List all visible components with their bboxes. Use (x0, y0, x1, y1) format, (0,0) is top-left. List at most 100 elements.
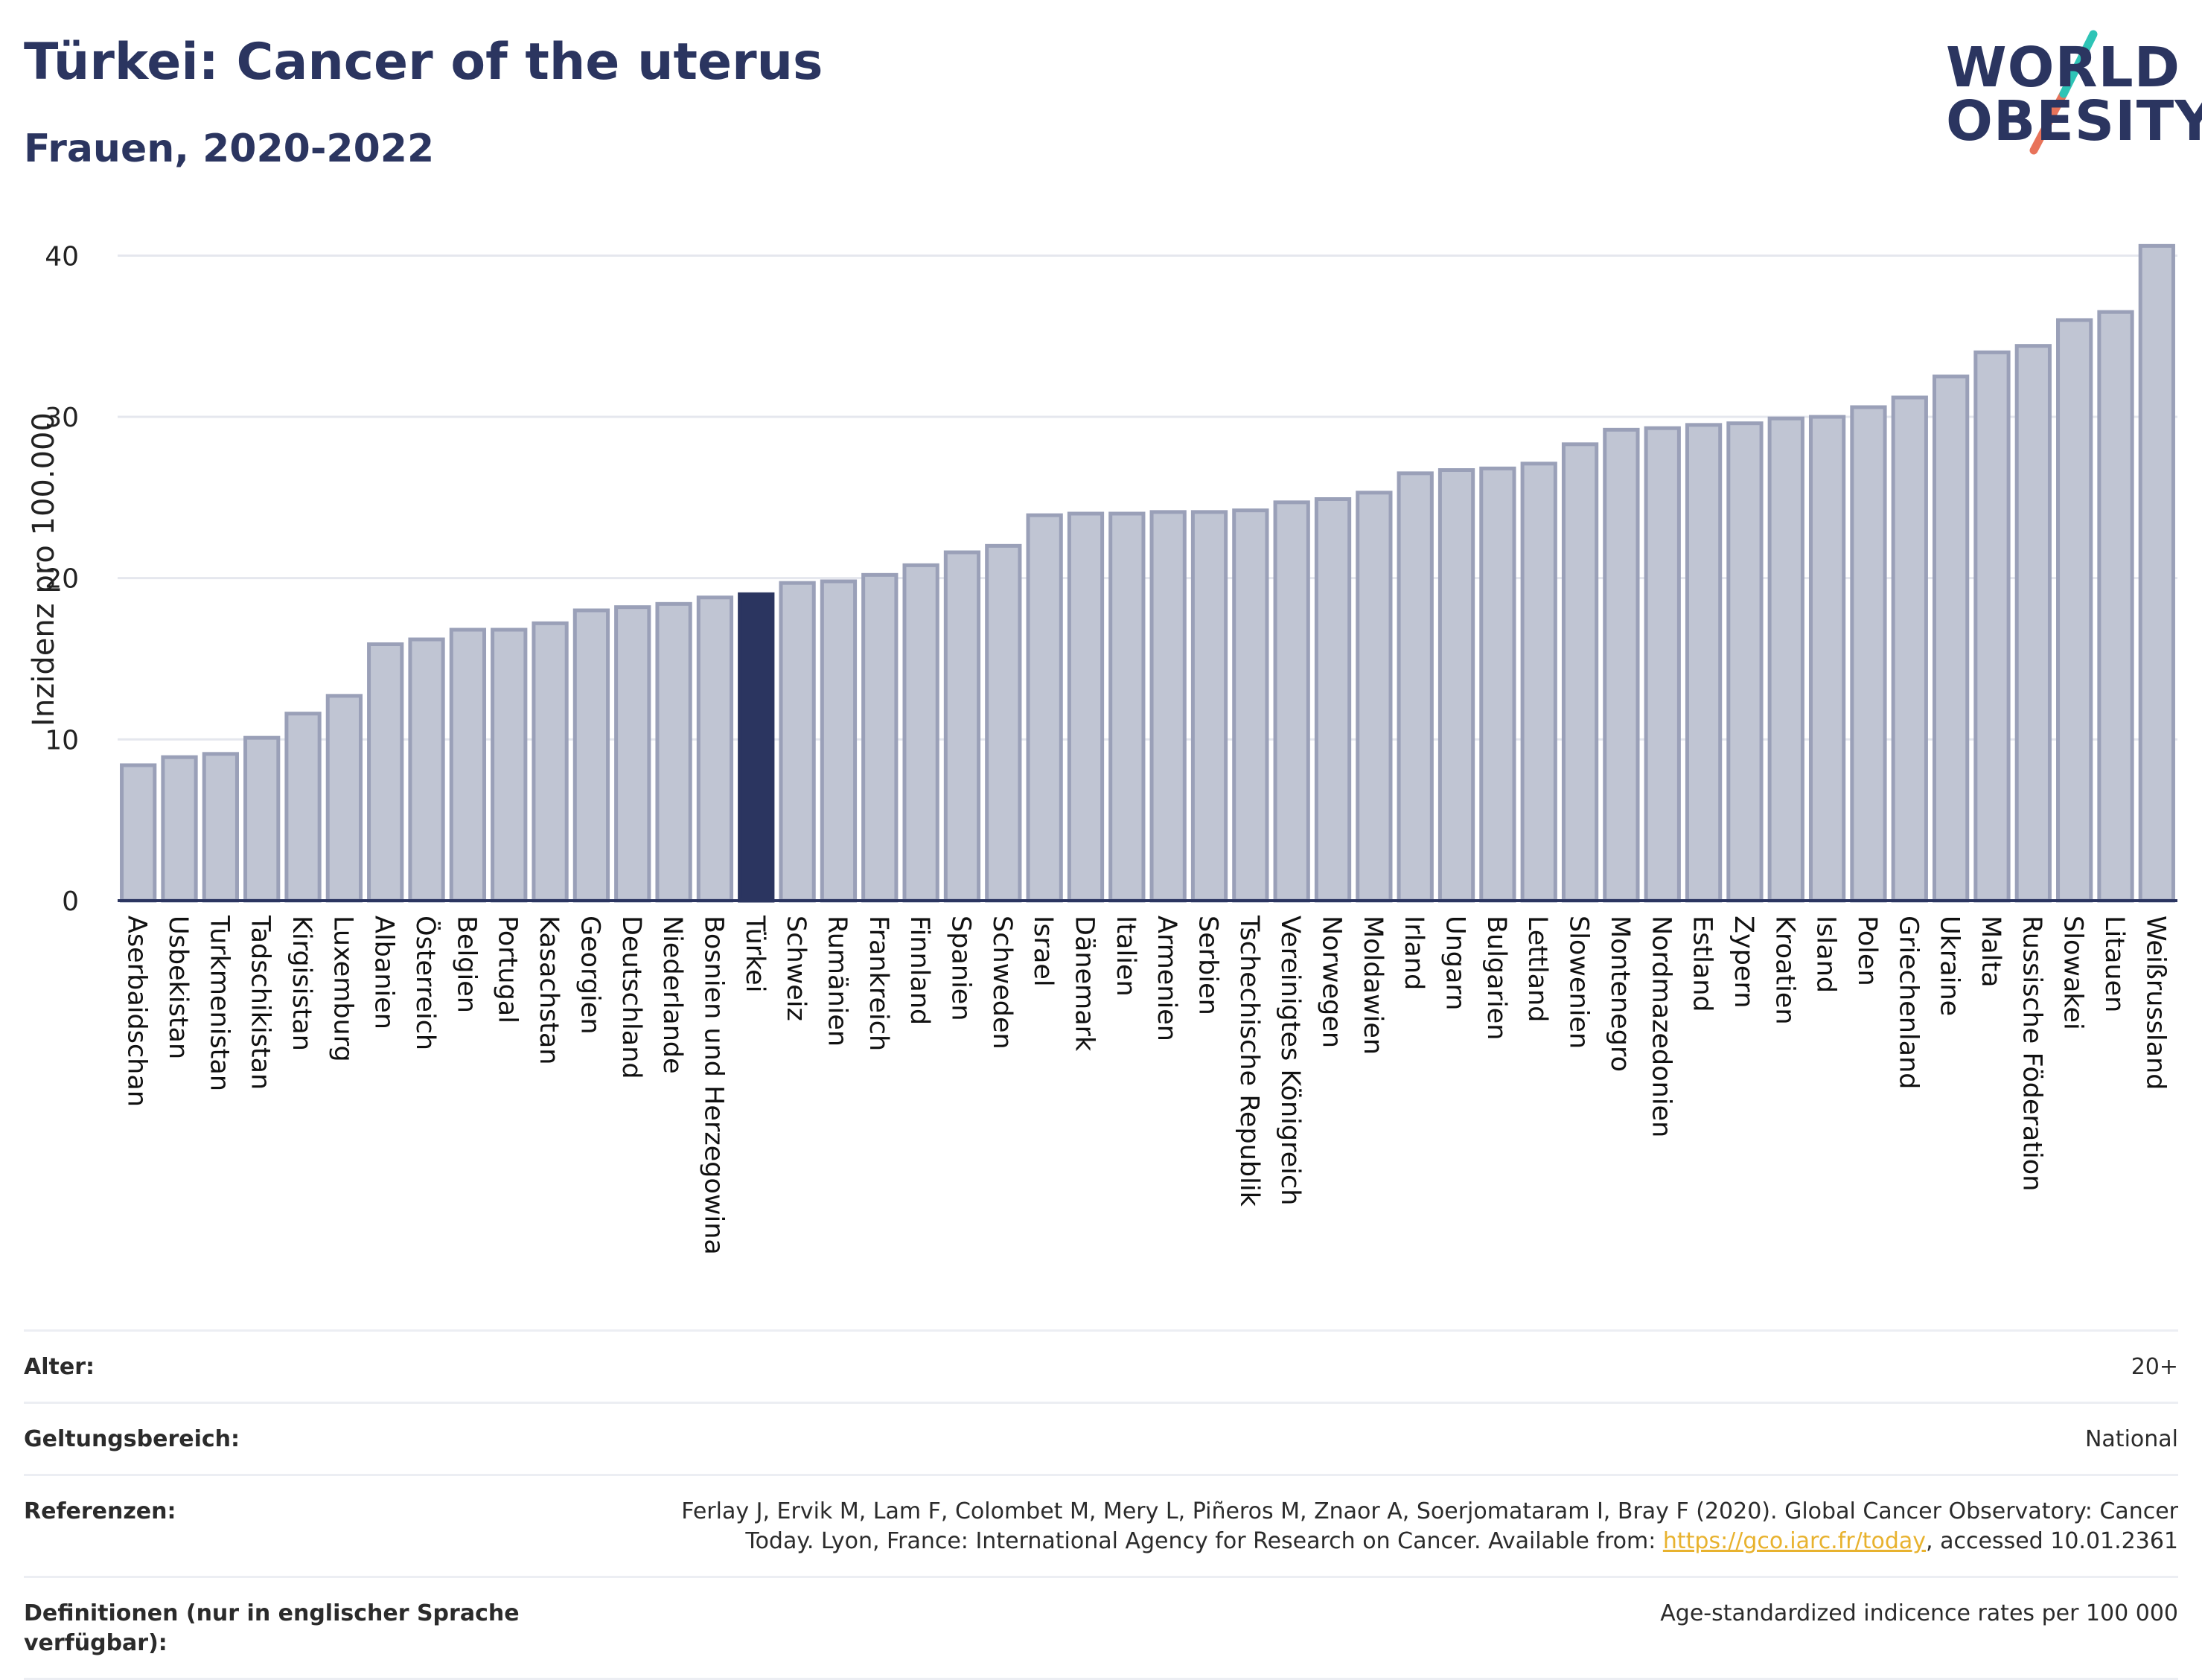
x-tick-label: Niederlande (657, 916, 687, 1074)
bar (820, 579, 858, 903)
x-tick-label: Tschechische Republik (1234, 915, 1264, 1207)
chart-title: Türkei: Cancer of the uterus (24, 33, 823, 92)
y-tick-label: 30 (45, 403, 79, 433)
bar (696, 595, 734, 903)
meta-label-age: Alter: (24, 1354, 95, 1380)
bar (1520, 461, 1557, 903)
x-tick-label: Finnland (904, 916, 934, 1025)
bar (325, 694, 363, 903)
bar (284, 712, 322, 903)
bar (1767, 416, 1804, 903)
world-obesity-logo[interactable]: WORLD OBESITY (1935, 19, 2202, 161)
bar (1932, 374, 1970, 903)
bar (161, 755, 198, 903)
x-tick-label: Malta (1976, 916, 2005, 988)
x-tick-label: Tadschikistan (246, 915, 275, 1090)
bar (779, 581, 816, 903)
reference-link[interactable]: https://gco.iarc.fr/today (1662, 1528, 1927, 1554)
bar (1479, 466, 1516, 903)
meta-label-definitions: Definitionen (nur in englischer Sprache … (24, 1600, 520, 1656)
bar (861, 572, 899, 903)
bar (2097, 310, 2134, 903)
x-tick-label: Österreich (410, 916, 441, 1050)
logo-word-world: WORLD (1946, 36, 2181, 100)
bar (1314, 497, 1352, 903)
meta-row-age: Alter: 20+ (24, 1329, 2178, 1402)
bar (449, 627, 487, 903)
reference-text-1: Ferlay J, Ervik M, Lam F, Colombet M, Me… (681, 1498, 2178, 1524)
x-tick-label: Russische Föderation (2017, 916, 2046, 1191)
x-tick-label: Montenegro (1605, 916, 1635, 1072)
meta-row-references: Referenzen: Ferlay J, Ervik M, Lam F, Co… (24, 1474, 2178, 1576)
bar (1026, 513, 1063, 903)
x-tick-label: Griechenland (1893, 916, 1923, 1089)
meta-value-age: 20+ (2131, 1354, 2178, 1380)
chart-subtitle: Frauen, 2020-2022 (24, 127, 435, 171)
meta-label-scope: Geltungsbereich: (24, 1426, 240, 1452)
bar (1808, 415, 1846, 903)
bar (1891, 395, 1928, 903)
x-tick-label: Island (1811, 916, 1841, 993)
x-tick-label: Estland (1688, 916, 1717, 1012)
bar (1685, 423, 1723, 903)
logo-word-obesity: OBESITY (1946, 89, 2202, 153)
x-tick-label: Rumänien (822, 916, 852, 1047)
x-tick-label: Ungarn (1440, 916, 1470, 1010)
x-tick-label: Aserbaidschan (122, 916, 152, 1107)
x-tick-label: Türkei (740, 915, 770, 992)
x-tick-label: Slowakei (2058, 916, 2088, 1030)
y-tick-label: 20 (45, 564, 79, 595)
x-tick-label: Polen (1852, 916, 1882, 986)
x-tick-label: Dänemark (1069, 916, 1099, 1052)
meta-value-references: Ferlay J, Ervik M, Lam F, Colombet M, Me… (575, 1497, 2178, 1556)
bar (491, 627, 528, 903)
bar (1273, 500, 1310, 903)
bar (1561, 442, 1599, 903)
x-tick-label: Usbekistan (163, 916, 193, 1059)
bar (1973, 350, 2011, 903)
x-tick-label: Serbien (1193, 916, 1223, 1015)
x-tick-label: Weißrussland (2140, 916, 2170, 1090)
x-tick-label: Lettland (1522, 916, 1552, 1022)
bar (367, 642, 404, 903)
x-tick-label: Portugal (493, 916, 523, 1023)
reference-text-2: Today. Lyon, France: International Agenc… (745, 1528, 1663, 1554)
x-tick-label: Italien (1111, 916, 1140, 997)
x-tick-label: Vereinigtes Königreich (1275, 916, 1305, 1205)
bar (243, 735, 281, 903)
bar (1644, 426, 1681, 903)
x-tick-label: Schweden (987, 916, 1017, 1050)
bar (2014, 344, 2052, 903)
bar (1437, 468, 1475, 903)
meta-label-references: Referenzen: (24, 1498, 176, 1524)
x-tick-label: Kroatien (1769, 916, 1799, 1025)
bar (1397, 471, 1434, 903)
bar (1356, 491, 1393, 903)
x-tick-label: Luxemburg (328, 916, 357, 1062)
reference-text-3: , accessed 10.01.2361 (1926, 1528, 2178, 1554)
x-tick-label: Ukraine (1935, 916, 1965, 1016)
x-tick-label: Slowenien (1564, 916, 1594, 1049)
y-tick-label: 10 (45, 725, 79, 756)
metadata-table: Alter: 20+ Geltungsbereich: National Ref… (24, 1329, 2178, 1680)
bar (1067, 511, 1105, 903)
x-tick-label: Spanien (945, 916, 975, 1021)
bar (2056, 318, 2093, 903)
meta-value-scope: National (2084, 1426, 2178, 1452)
bar (202, 752, 239, 903)
bar (614, 605, 651, 903)
y-tick-label: 0 (62, 887, 79, 917)
x-tick-label: Kasachstan (534, 916, 564, 1064)
y-axis-label: Inzidenz pro 100.000 (27, 412, 61, 726)
meta-row-scope: Geltungsbereich: National (24, 1402, 2178, 1474)
x-tick-label: Israel (1028, 916, 1058, 987)
bar (408, 637, 445, 903)
x-tick-label: Norwegen (1317, 916, 1347, 1048)
x-tick-label: Litauen (2099, 916, 2129, 1012)
bar (1603, 427, 1640, 903)
meta-row-definitions: Definitionen (nur in englischer Sprache … (24, 1576, 2178, 1680)
bar-highlighted (738, 592, 775, 903)
x-tick-label: Albanien (369, 916, 399, 1029)
bar (1149, 510, 1187, 903)
bar (120, 763, 157, 903)
